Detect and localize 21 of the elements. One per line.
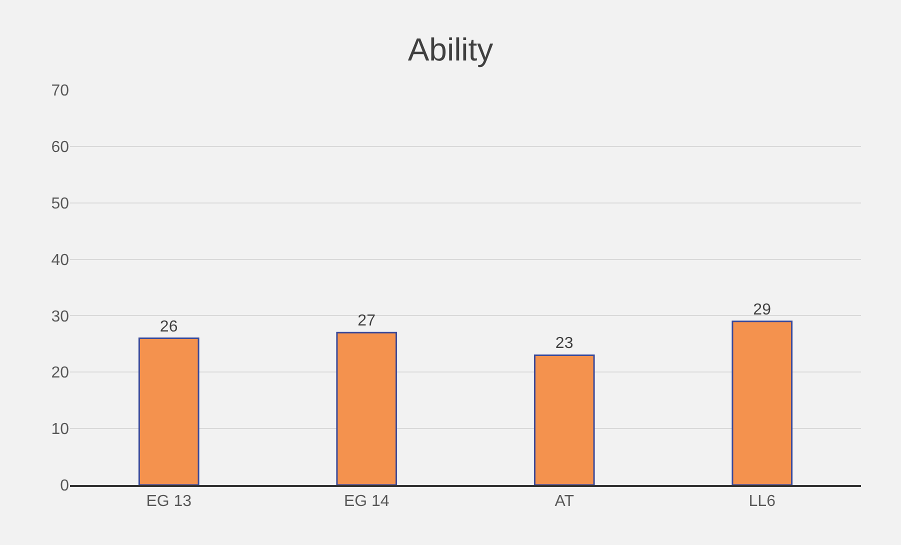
chart-title: Ability xyxy=(408,32,494,68)
data-label: 26 xyxy=(160,318,178,336)
y-tick-label: 50 xyxy=(51,195,70,212)
bar xyxy=(732,320,793,485)
y-tick-label: 40 xyxy=(51,252,70,269)
bar xyxy=(534,354,595,485)
y-tick-label: 20 xyxy=(51,364,70,382)
y-tick-label: 30 xyxy=(51,308,70,326)
y-tick-label: 70 xyxy=(51,82,70,100)
x-tick-label: EG 14 xyxy=(344,493,390,510)
x-tick-label: EG 13 xyxy=(146,493,192,510)
y-tick-label: 0 xyxy=(60,478,70,495)
y-tick-label: 10 xyxy=(51,421,70,438)
x-tick-label: AT xyxy=(554,493,574,510)
y-tick-label: 60 xyxy=(51,139,70,156)
bar xyxy=(138,338,200,485)
data-label: 27 xyxy=(358,312,376,330)
x-tick-label: LL6 xyxy=(748,493,776,510)
data-label: 23 xyxy=(555,335,574,352)
data-label: 29 xyxy=(753,301,772,318)
bar xyxy=(336,332,398,485)
